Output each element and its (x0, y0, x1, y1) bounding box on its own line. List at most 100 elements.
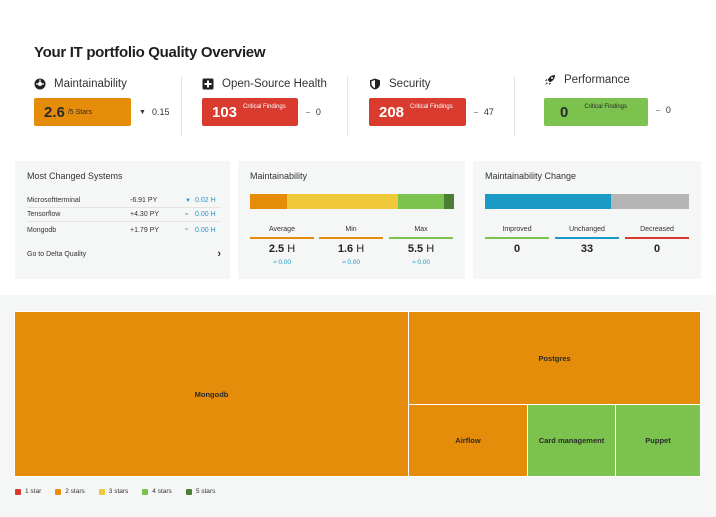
kpi-maintainability[interactable]: Maintainability 2.6 /5 Stars ▼ 0.15 (34, 78, 169, 142)
stat-value: 5.5 (407, 243, 424, 255)
maintainability-distribution-bar (250, 194, 454, 209)
stat-value: 0 (513, 243, 521, 255)
legend-swatch (185, 488, 192, 495)
stat-unit: H (356, 243, 365, 255)
kpi-delta: – 47 (474, 107, 494, 117)
kpi-unit: Critical Findings (243, 104, 286, 110)
legend-item[interactable]: 4 stars (142, 488, 172, 495)
legend-label: 1 star (25, 488, 42, 495)
kpi-delta-value: 0 (315, 107, 321, 117)
stat-label: Improved (485, 226, 549, 239)
kpi-delta-value: 47 (483, 107, 494, 117)
kpi-value-box: 103 Critical Findings (202, 98, 298, 126)
legend-item[interactable]: 1 star (15, 488, 41, 495)
legend-label: 5 stars (195, 488, 216, 495)
stat-unit: H (426, 243, 435, 255)
stat-value: 1.6 (337, 243, 354, 255)
stat-label: Unchanged (555, 226, 619, 239)
treemap-cell-airflow[interactable]: Airflow (408, 404, 528, 477)
system-h: 0.00 H (195, 211, 216, 218)
legend-item[interactable]: 2 stars (55, 488, 85, 495)
legend-label: 3 stars (108, 488, 129, 495)
dash-icon: – (474, 108, 478, 116)
treemap-cell-card-management[interactable]: Card management (527, 404, 616, 477)
maintainability-change-card: Maintainability Change Improved 0 Unchan… (473, 161, 701, 279)
stat-average: Average 2.5 H ≈ 0.00 (250, 226, 314, 266)
segment-4-stars (397, 194, 444, 209)
stat-value: 0 (653, 243, 661, 255)
table-row[interactable]: Mongodb +1.79 PY ≈0.00 H (27, 223, 221, 237)
kpi-value: 208 (379, 103, 405, 121)
kpi-value: 103 (212, 103, 238, 121)
approx-icon: ≈ (185, 211, 189, 218)
system-h: 0.02 H (195, 197, 216, 204)
legend-label: 2 stars (65, 488, 85, 495)
stat-max: Max 5.5 H ≈ 0.00 (389, 226, 453, 266)
dash-icon: – (656, 106, 660, 114)
kpi-value-box: 2.6 /5 Stars (34, 98, 131, 126)
kpi-open-source-health[interactable]: Open-Source Health 103 Critical Findings… (202, 78, 327, 142)
stat-value-wrap: 2.5 H (250, 243, 314, 255)
table-row[interactable]: Microsoftterminal -6.91 PY ▼ 0.02 H (27, 194, 221, 208)
treemap-cell-postgres[interactable]: Postgres (408, 311, 701, 405)
segment-5-stars (443, 194, 454, 209)
kpi-unit: /5 Stars (67, 108, 92, 116)
card-title: Maintainability (250, 171, 308, 181)
system-h: 0.00 H (195, 226, 216, 234)
legend-swatch (98, 488, 105, 495)
kpi-performance[interactable]: Performance 0 Critical Findings – 0 (544, 74, 671, 138)
rocket-icon (545, 75, 555, 85)
kpi-value: 2.6 (44, 103, 65, 121)
kpi-delta-value: 0.15 (151, 107, 170, 117)
system-delta: ≈0.00 H (185, 211, 216, 218)
stat-delta: ≈ 0.00 (341, 259, 361, 266)
most-changed-systems-card: Most Changed Systems Microsoftterminal -… (15, 161, 230, 279)
stat-label: Average (250, 226, 314, 239)
kpi-security[interactable]: Security 208 Critical Findings – 47 (369, 78, 494, 142)
segment-2-stars (250, 194, 287, 209)
kpi-label: Open-Source Health (222, 78, 327, 90)
card-title: Maintainability Change (485, 171, 577, 181)
kpi-delta: – 0 (656, 105, 671, 115)
rating-legend: 1 star 2 stars 3 stars 4 stars 5 stars (15, 488, 229, 495)
system-delta: ▼ 0.02 H (185, 197, 216, 204)
legend-swatch (142, 488, 149, 495)
kpi-label: Maintainability (54, 78, 127, 90)
table-row[interactable]: Tensorflow +4.30 PY ≈0.00 H (27, 208, 221, 222)
system-py: +1.79 PY (130, 226, 159, 234)
kpi-value-box: 0 Critical Findings (544, 98, 648, 126)
divider (514, 76, 515, 136)
legend-swatch (15, 488, 21, 495)
maintainability-change-bar (485, 194, 689, 209)
approx-icon: ≈ (185, 227, 189, 233)
stat-value-wrap: 1.6 H (319, 243, 383, 255)
stat-value: 2.5 (268, 243, 285, 255)
stat-unchanged: Unchanged 33 (555, 226, 619, 255)
divider (347, 76, 348, 136)
treemap-cell-mongodb[interactable]: Mongodb (14, 311, 409, 477)
stat-value: 33 (580, 243, 594, 255)
kpi-unit: Critical Findings (410, 104, 453, 110)
legend-swatch (55, 488, 62, 495)
stat-decreased: Decreased 0 (625, 226, 689, 255)
delta-quality-link[interactable]: Go to Delta Quality › (27, 248, 221, 260)
gauge-icon (34, 78, 46, 90)
maintainability-card: Maintainability Average 2.5 H ≈ 0.00 Min… (238, 161, 465, 279)
dash-icon: – (306, 108, 310, 116)
system-name: Microsoftterminal (27, 197, 81, 204)
kpi-value: 0 (560, 103, 569, 121)
segment-other (611, 194, 689, 209)
kpi-label: Security (389, 78, 431, 90)
chevron-right-icon: › (217, 248, 221, 260)
system-name: Mongodb (27, 226, 57, 234)
legend-item[interactable]: 5 stars (185, 488, 216, 495)
treemap-cell-puppet[interactable]: Puppet (615, 404, 701, 477)
legend-item[interactable]: 3 stars (98, 488, 129, 495)
kpi-unit: Critical Findings (584, 104, 628, 110)
stat-min: Min 1.6 H ≈ 0.00 (319, 226, 383, 266)
segment-3-stars (286, 194, 398, 209)
triangle-down-icon: ▼ (185, 197, 191, 204)
stat-label: Min (319, 226, 383, 239)
stat-delta: ≈ 0.00 (411, 259, 431, 266)
kpi-value-box: 208 Critical Findings (369, 98, 466, 126)
